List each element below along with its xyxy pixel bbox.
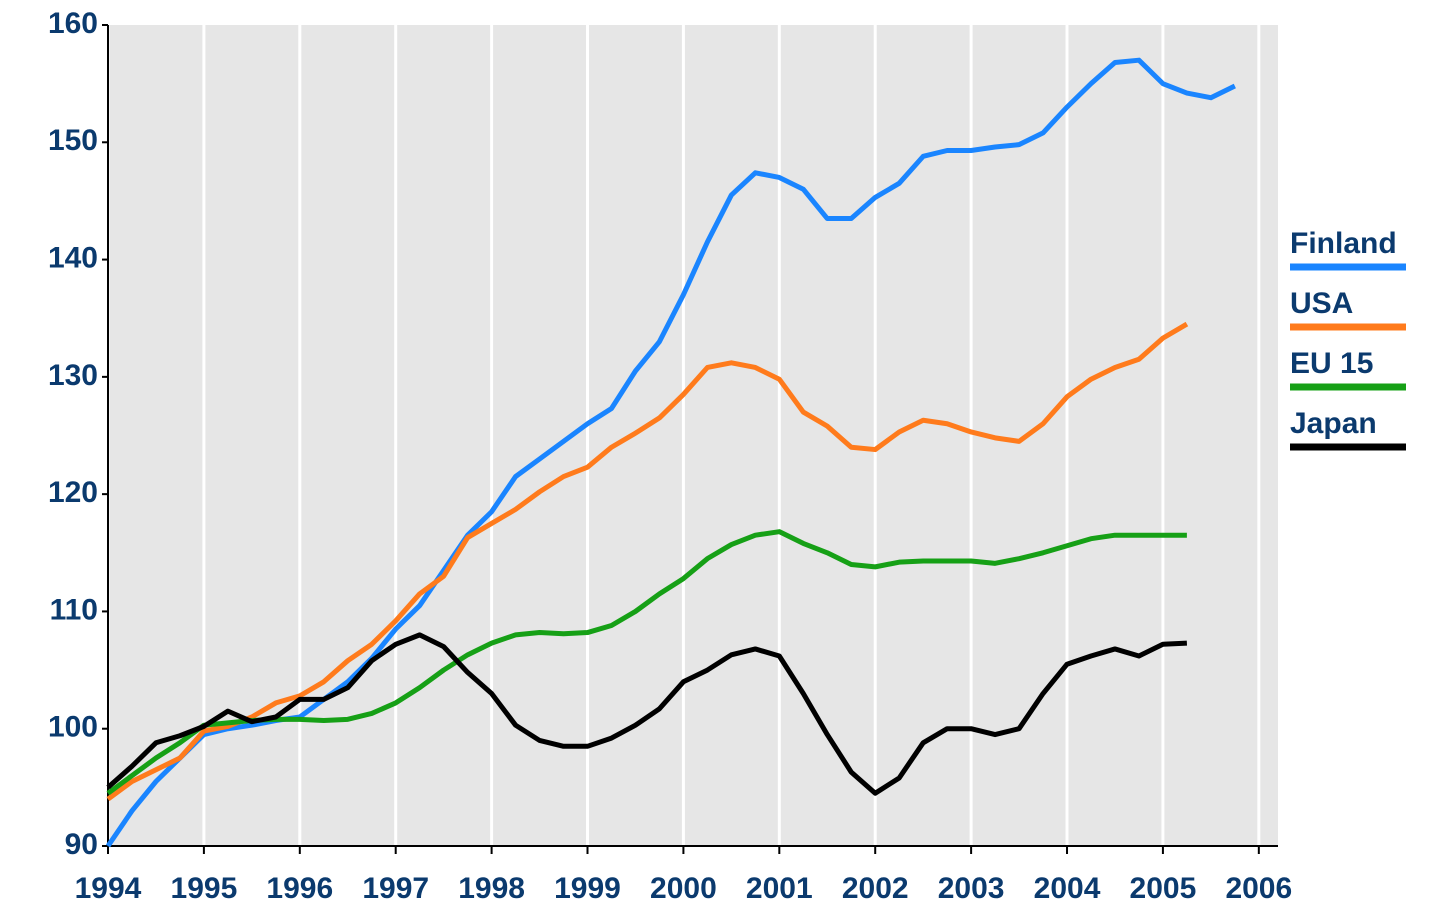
y-tick-label: 90 <box>65 828 98 861</box>
x-tick-label: 2006 <box>1225 872 1292 905</box>
x-tick-label: 2002 <box>842 872 909 905</box>
y-tick-label: 140 <box>48 241 98 274</box>
legend-label: EU 15 <box>1290 347 1373 380</box>
legend-label: USA <box>1290 287 1353 320</box>
x-tick-label: 2000 <box>650 872 717 905</box>
y-tick-label: 150 <box>48 124 98 157</box>
series-line <box>106 529 1187 796</box>
legend-label: Japan <box>1290 407 1377 440</box>
x-tick-label: 1994 <box>75 872 142 905</box>
y-tick-label: 100 <box>48 711 98 744</box>
y-tick-label: 160 <box>48 7 98 40</box>
x-tick-label: 2004 <box>1034 872 1101 905</box>
series-line <box>106 632 1188 796</box>
x-tick-label: 2003 <box>938 872 1005 905</box>
x-tick-label: 2001 <box>746 872 813 905</box>
y-tick-label: 110 <box>50 593 98 626</box>
series-line <box>106 321 1189 802</box>
x-tick-label: 1999 <box>554 872 621 905</box>
plot-area <box>108 25 1278 846</box>
x-tick-label: 1998 <box>458 872 525 905</box>
x-tick-label: 1995 <box>171 872 238 905</box>
x-tick-label: 2005 <box>1130 872 1197 905</box>
y-tick-label: 120 <box>48 476 98 509</box>
y-tick-label: 130 <box>48 359 98 392</box>
x-tick-label: 1996 <box>266 872 333 905</box>
x-tick-label: 1997 <box>362 872 429 905</box>
legend-label: Finland <box>1290 227 1397 260</box>
